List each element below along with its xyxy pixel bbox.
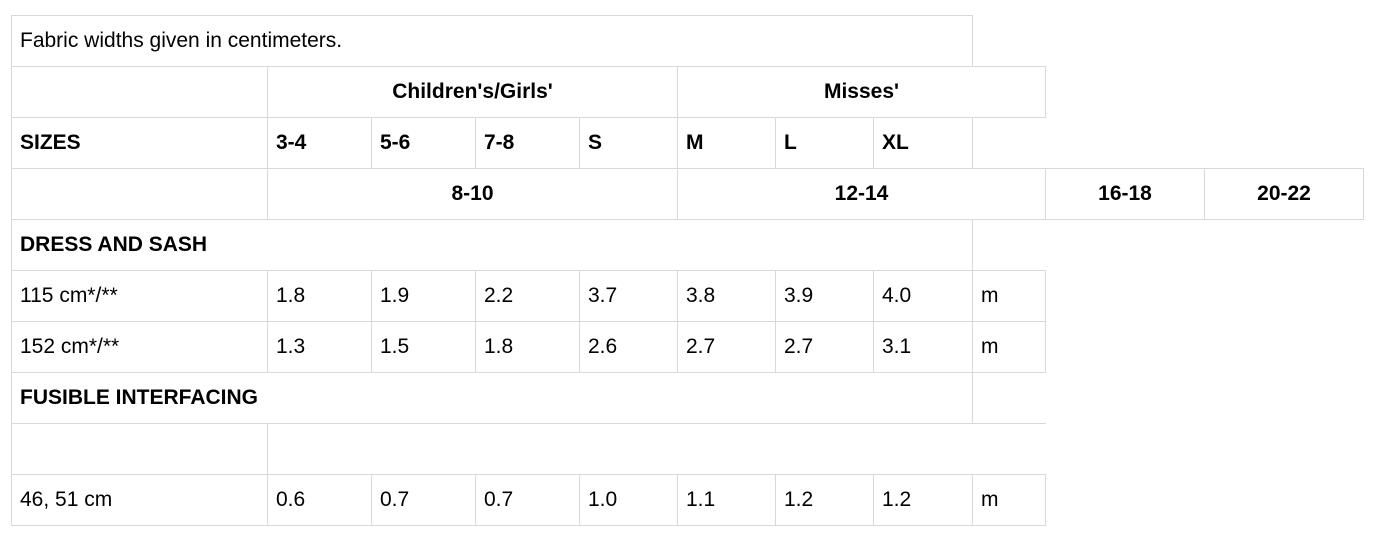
group-header-children: Children's/Girls': [267, 66, 678, 118]
value-cell: 3.7: [579, 270, 678, 322]
value-cell: 0.6: [267, 474, 372, 526]
value-cell: 1.9: [371, 270, 476, 322]
value-cell: 3.1: [873, 321, 973, 373]
value-cell: 1.0: [579, 474, 678, 526]
empty-cell: [11, 66, 268, 118]
section-heading-dress: DRESS AND SASH: [11, 219, 973, 271]
numeric-size-header: 20-22: [1204, 168, 1364, 220]
value-cell: 1.1: [677, 474, 776, 526]
fabric-width-note: Fabric widths given in centimeters.: [11, 15, 973, 67]
sizes-label: SIZES: [11, 117, 268, 169]
size-header: 7-8: [475, 117, 580, 169]
value-cell: 3.9: [775, 270, 874, 322]
unit-cell: m: [972, 270, 1046, 322]
value-cell: 0.7: [371, 474, 476, 526]
size-header: 3-4: [267, 117, 372, 169]
value-cell: 0.7: [475, 474, 580, 526]
unit-cell: m: [972, 321, 1046, 373]
value-cell: 1.2: [775, 474, 874, 526]
size-header: S: [579, 117, 678, 169]
size-header: M: [677, 117, 776, 169]
size-header: L: [775, 117, 874, 169]
section-heading-interfacing: FUSIBLE INTERFACING: [11, 372, 973, 424]
value-cell: 2.2: [475, 270, 580, 322]
size-header: XL: [873, 117, 973, 169]
numeric-size-header: 12-14: [677, 168, 1046, 220]
value-cell: 4.0: [873, 270, 973, 322]
empty-cell: [11, 168, 268, 220]
group-header-misses: Misses': [677, 66, 1046, 118]
value-cell: 2.6: [579, 321, 678, 373]
value-cell: 1.5: [371, 321, 476, 373]
value-cell: 2.7: [677, 321, 776, 373]
unit-cell: m: [972, 474, 1046, 526]
value-cell: 1.8: [475, 321, 580, 373]
value-cell: 3.8: [677, 270, 776, 322]
row-label: 46, 51 cm: [11, 474, 268, 526]
value-cell: 1.2: [873, 474, 973, 526]
row-label: 115 cm*/**: [11, 270, 268, 322]
row-label: 152 cm*/**: [11, 321, 268, 373]
empty-cell: [11, 423, 268, 475]
empty-cell: [267, 423, 1046, 475]
value-cell: 1.8: [267, 270, 372, 322]
value-cell: 2.7: [775, 321, 874, 373]
numeric-size-header: 16-18: [1045, 168, 1205, 220]
value-cell: 1.3: [267, 321, 372, 373]
size-header: 5-6: [371, 117, 476, 169]
numeric-size-header: 8-10: [267, 168, 678, 220]
